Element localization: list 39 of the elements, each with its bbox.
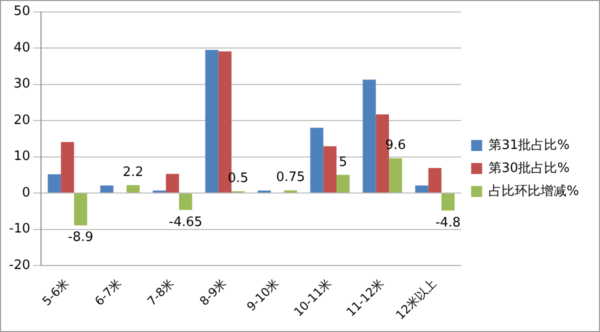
bar xyxy=(336,174,350,193)
data-label: -4.8 xyxy=(435,215,461,230)
y-tick-label: -10 xyxy=(9,222,30,237)
data-label: 5 xyxy=(338,154,348,170)
bar xyxy=(60,142,74,193)
bar xyxy=(362,80,376,193)
data-label: 0.75 xyxy=(276,170,306,186)
y-tick-label: 10 xyxy=(14,149,30,164)
y-tick-label: 0 xyxy=(22,185,30,200)
bar xyxy=(323,146,336,193)
bar xyxy=(310,128,324,193)
y-tick-label: 20 xyxy=(14,112,30,128)
bar xyxy=(179,194,192,210)
bar xyxy=(48,174,61,193)
x-tick-label: 6-7米 xyxy=(92,276,124,308)
x-tick-label: 5-6米 xyxy=(40,276,72,308)
y-tick-label: -20 xyxy=(9,258,30,273)
bar xyxy=(74,194,88,226)
legend-label: 第31批占比% xyxy=(488,138,570,153)
bar xyxy=(284,190,298,193)
bar xyxy=(126,185,140,193)
data-label: 2.2 xyxy=(122,164,144,180)
y-tick-label: 40 xyxy=(14,40,30,56)
bar xyxy=(415,185,428,193)
bar xyxy=(205,50,218,193)
x-tick-label: 12米以上 xyxy=(393,276,440,322)
bar xyxy=(428,168,442,193)
bar xyxy=(100,185,114,193)
legend-label: 第30批占比% xyxy=(488,160,570,176)
x-tick-label: 7-8米 xyxy=(144,276,177,308)
y-tick-label: 30 xyxy=(14,76,30,92)
data-label: -8.9 xyxy=(68,230,94,246)
bar xyxy=(166,174,180,193)
bar xyxy=(388,158,402,193)
x-tick-label: 8-9米 xyxy=(197,276,230,308)
bar xyxy=(441,194,455,210)
y-tick-label: 50 xyxy=(14,4,30,20)
legend-label: 占比环比增减% xyxy=(488,184,580,199)
data-label: -4.65 xyxy=(168,214,202,230)
